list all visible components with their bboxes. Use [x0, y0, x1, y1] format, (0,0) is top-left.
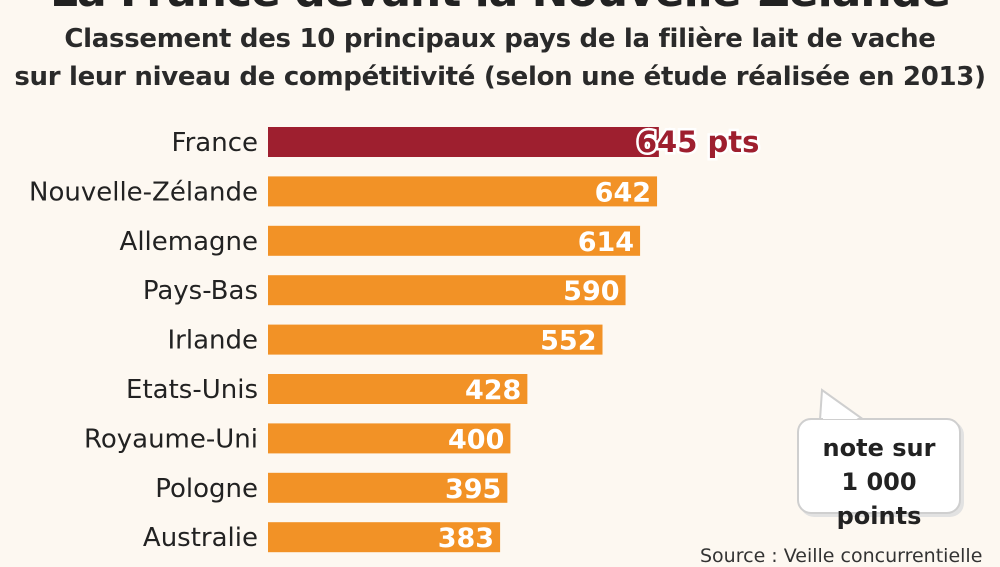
bar-etats-unis — [268, 374, 528, 404]
value-label: 400 — [448, 424, 504, 455]
category-label: France — [172, 128, 258, 158]
bar-nouvelle-zélande — [268, 176, 658, 207]
category-label: Etats-Unis — [126, 375, 258, 405]
value-label: 552 — [540, 326, 596, 357]
chart-title: La France devant la Nouvelle-Zélande — [0, 0, 1000, 17]
note-line1: note sur — [822, 434, 936, 462]
category-label: Royaume-Uni — [84, 424, 258, 454]
value-label: 614 — [578, 227, 634, 258]
bar-irlande — [268, 324, 603, 355]
value-label: 428 — [465, 375, 521, 406]
category-label: Australie — [143, 523, 258, 553]
note-speech-bubble: note sur 1 000 points — [797, 418, 961, 530]
value-label: 645 pts — [637, 125, 760, 159]
bar-royaume-uni — [268, 423, 511, 454]
bar-france — [268, 127, 659, 157]
bar-allemagne — [268, 225, 641, 256]
value-label: 395 — [445, 474, 501, 505]
chart-subtitle-line1: Classement des 10 principaux pays de la … — [64, 24, 936, 54]
category-label: Pologne — [155, 474, 258, 504]
value-label: 383 — [438, 523, 494, 554]
chart-subtitle-line2: sur leur niveau de compétitivité (selon … — [14, 62, 986, 92]
bar-pologne — [268, 472, 508, 503]
category-label: Pays-Bas — [143, 276, 258, 306]
source-note: Source : Veille concurrentielle — [700, 545, 983, 567]
note-line2: 1 000 points — [836, 468, 922, 530]
bar-pays-bas — [268, 275, 626, 306]
value-label: 642 — [595, 177, 651, 208]
bar-australie — [268, 522, 501, 553]
category-label: Allemagne — [120, 227, 258, 257]
value-label: 590 — [563, 276, 619, 307]
category-label: Irlande — [168, 326, 259, 356]
category-label: Nouvelle-Zélande — [29, 177, 258, 207]
